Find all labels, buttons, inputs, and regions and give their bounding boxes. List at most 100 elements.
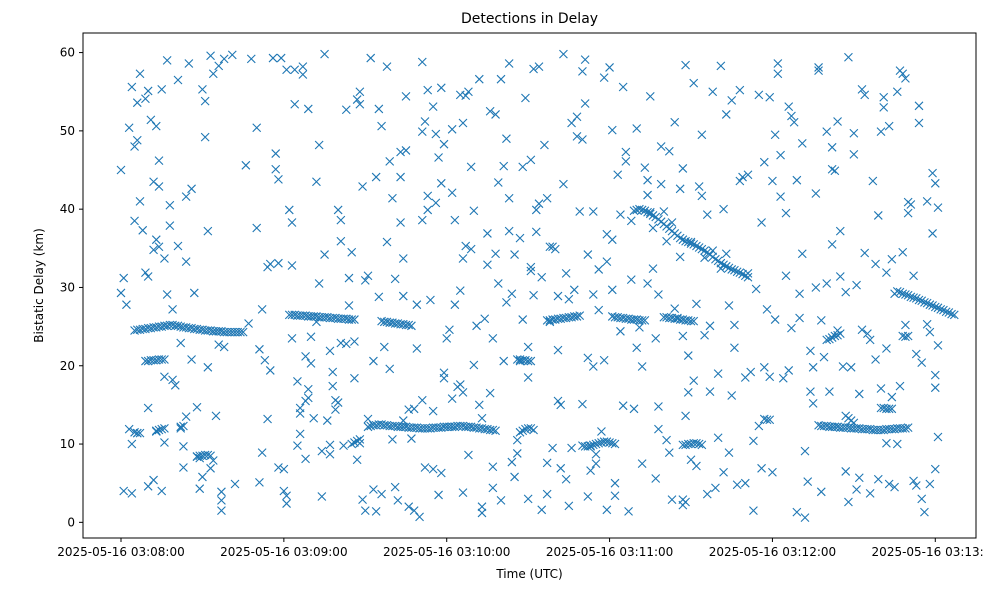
data-point [833, 330, 842, 340]
data-point [491, 426, 500, 436]
data-point [906, 200, 916, 209]
data-point [903, 208, 913, 218]
data-point [347, 247, 357, 257]
data-point [122, 300, 131, 310]
plot-frame [82, 32, 977, 539]
data-point [835, 329, 845, 339]
data-point [431, 129, 441, 139]
data-point [692, 241, 701, 251]
data-point [730, 265, 739, 275]
data-point [594, 265, 604, 274]
data-point [697, 130, 707, 140]
data-point [827, 333, 837, 342]
data-point [526, 266, 536, 276]
data-point [594, 438, 604, 448]
data-point [485, 106, 495, 116]
data-point [407, 321, 416, 331]
data-point [488, 425, 498, 435]
data-point [534, 199, 544, 209]
data-point [656, 142, 666, 151]
data-point [230, 479, 240, 489]
data-point [648, 264, 658, 274]
data-point [586, 441, 595, 451]
data-point [863, 329, 872, 339]
data-point [298, 70, 308, 79]
data-point [339, 441, 348, 451]
data-point [689, 376, 699, 386]
data-point [610, 439, 620, 449]
data-point [352, 95, 362, 104]
data-point [645, 209, 655, 219]
data-point [808, 398, 818, 408]
data-point [526, 423, 536, 433]
data-point [287, 333, 297, 343]
data-point [160, 254, 169, 263]
data-point [417, 127, 427, 137]
data-point [303, 104, 313, 114]
data-point [599, 73, 609, 83]
data-point [808, 362, 818, 372]
data-point [857, 84, 867, 94]
data-point [154, 156, 164, 166]
data-point [255, 478, 264, 487]
data-point [797, 139, 807, 148]
data-point [358, 182, 367, 191]
data-point [333, 205, 343, 215]
data-point [187, 184, 196, 194]
data-point [795, 313, 804, 323]
data-point [390, 482, 400, 492]
data-point [265, 259, 275, 269]
data-point [716, 61, 726, 71]
data-point [181, 257, 191, 267]
data-point [686, 316, 696, 326]
data-point [510, 250, 519, 259]
data-point [320, 49, 329, 59]
data-point [200, 132, 210, 142]
data-points [116, 49, 959, 523]
data-point [488, 333, 498, 343]
data-point [455, 286, 465, 295]
data-point [404, 320, 414, 330]
data-point [149, 245, 158, 255]
data-point [941, 307, 951, 317]
data-point [203, 450, 213, 460]
data-point [366, 53, 376, 63]
data-point [217, 496, 226, 505]
data-point [621, 157, 631, 166]
data-point [369, 356, 378, 366]
data-point [917, 358, 927, 368]
data-point [282, 65, 291, 75]
data-point [529, 425, 538, 435]
data-point [198, 472, 207, 482]
data-point [664, 146, 674, 156]
data-point [154, 182, 164, 191]
data-point [914, 295, 924, 305]
data-point [458, 118, 468, 128]
data-point [160, 355, 169, 364]
data-point [901, 320, 910, 330]
data-point [607, 285, 617, 295]
data-point [860, 90, 870, 100]
data-point [892, 439, 902, 449]
data-point [474, 400, 484, 410]
data-point [352, 436, 362, 446]
data-point [428, 406, 438, 416]
data-point [377, 121, 386, 131]
data-point [176, 422, 186, 432]
data-point [306, 332, 316, 342]
x-tick-label: 2025-05-16 03:09:00 [220, 545, 347, 559]
data-point [385, 157, 395, 166]
data-point [607, 235, 617, 245]
data-point [681, 497, 690, 507]
data-point [827, 164, 837, 174]
data-point [602, 437, 612, 447]
data-point [727, 95, 737, 105]
data-point [127, 439, 137, 449]
data-point [749, 506, 758, 515]
data-point [591, 459, 601, 469]
data-point [374, 292, 384, 302]
data-point [884, 479, 894, 489]
y-axis: 0 10 20 30 40 50 60 [60, 46, 83, 529]
data-point [499, 356, 509, 366]
data-point [871, 355, 880, 364]
